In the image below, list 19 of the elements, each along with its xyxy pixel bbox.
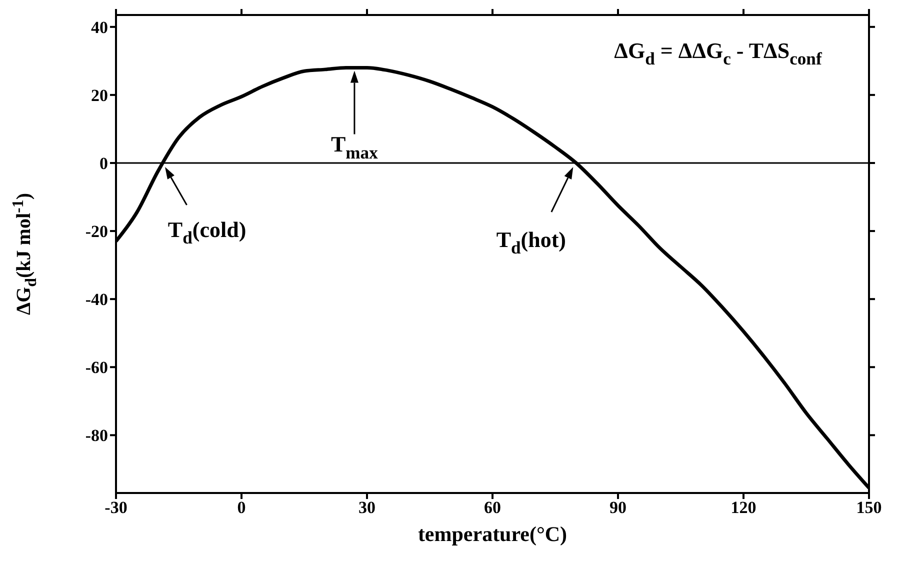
x-axis-title: temperature(°C) bbox=[418, 522, 568, 546]
x-tick-label: 90 bbox=[610, 498, 626, 518]
x-tick-label: 150 bbox=[856, 498, 882, 518]
annotation: T$_{d}$(cold) bbox=[168, 216, 246, 248]
y-tick-label: -20 bbox=[85, 222, 108, 242]
annotation: T$_{d}$(hot) bbox=[496, 226, 566, 258]
x-tick-label: 30 bbox=[358, 498, 376, 518]
x-tick-label: 120 bbox=[730, 498, 756, 518]
y-tick-label: 40 bbox=[91, 18, 108, 37]
y-tick-label: -80 bbox=[85, 426, 108, 446]
y-tick-label: -40 bbox=[85, 290, 108, 310]
annotation: T$_{max}$ bbox=[330, 132, 378, 162]
x-tick-label: 0 bbox=[237, 498, 246, 518]
y-tick-label: 20 bbox=[91, 86, 108, 105]
y-tick-label: 0 bbox=[100, 154, 108, 174]
x-tick-label: -30 bbox=[104, 498, 128, 518]
y-tick-label: -60 bbox=[85, 358, 108, 378]
annotation: ΔG$_{d}$ = ΔΔG$_{c}$ - TΔS$_{conf}$ bbox=[614, 38, 823, 69]
x-tick-label: 60 bbox=[484, 498, 501, 518]
